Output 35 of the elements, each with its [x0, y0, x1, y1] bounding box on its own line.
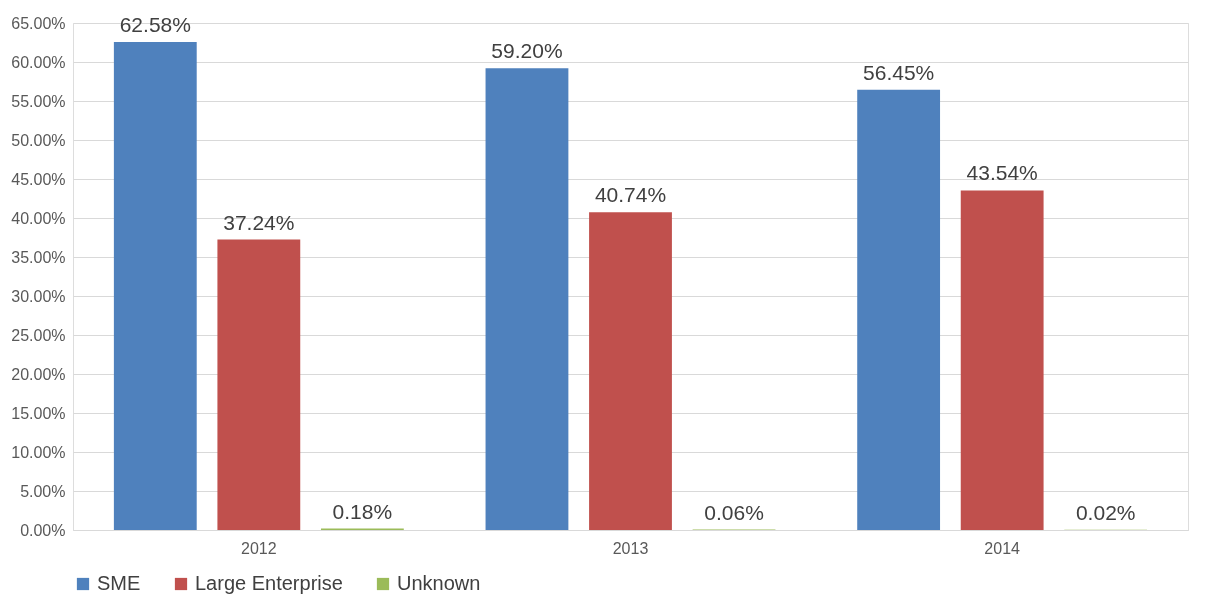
- y-tick-label: 10.00%: [11, 443, 66, 461]
- data-label: 0.06%: [704, 500, 764, 524]
- y-tick-label: 65.00%: [11, 14, 66, 32]
- y-tick-label: 60.00%: [11, 53, 66, 71]
- y-tick-label: 45.00%: [11, 170, 66, 188]
- y-tick-label: 35.00%: [11, 248, 66, 266]
- x-tick-label: 2012: [241, 539, 277, 557]
- data-label: 0.18%: [332, 499, 393, 523]
- data-label: 0.02%: [1075, 500, 1136, 524]
- y-tick-label: 50.00%: [11, 131, 66, 149]
- data-label: 62.58%: [119, 12, 191, 36]
- y-tick-label: 25.00%: [11, 326, 66, 344]
- y-tick-label: 5.00%: [20, 482, 66, 500]
- bar: [113, 41, 197, 530]
- bar: [960, 190, 1044, 530]
- y-tick-label: 0.00%: [20, 521, 66, 539]
- legend-label: SME: [97, 572, 141, 594]
- y-tick-label: 20.00%: [11, 365, 66, 383]
- data-label: 43.54%: [966, 161, 1038, 185]
- y-tick-label: 40.00%: [11, 209, 66, 227]
- y-tick-label: 15.00%: [11, 404, 66, 422]
- y-tick-label: 55.00%: [11, 92, 66, 110]
- x-tick-label: 2014: [984, 539, 1021, 557]
- data-label: 37.24%: [223, 210, 295, 234]
- legend-label: Large Enterprise: [195, 572, 343, 594]
- data-label: 40.74%: [594, 183, 667, 207]
- x-tick-label: 2013: [612, 539, 649, 557]
- bar: [857, 89, 941, 530]
- legend-label: Unknown: [397, 572, 481, 594]
- bar: [589, 212, 672, 530]
- bar: [485, 68, 569, 530]
- data-label: 59.20%: [491, 39, 563, 63]
- bar: [217, 239, 301, 530]
- data-label: 56.45%: [863, 60, 935, 84]
- y-tick-label: 30.00%: [11, 287, 66, 305]
